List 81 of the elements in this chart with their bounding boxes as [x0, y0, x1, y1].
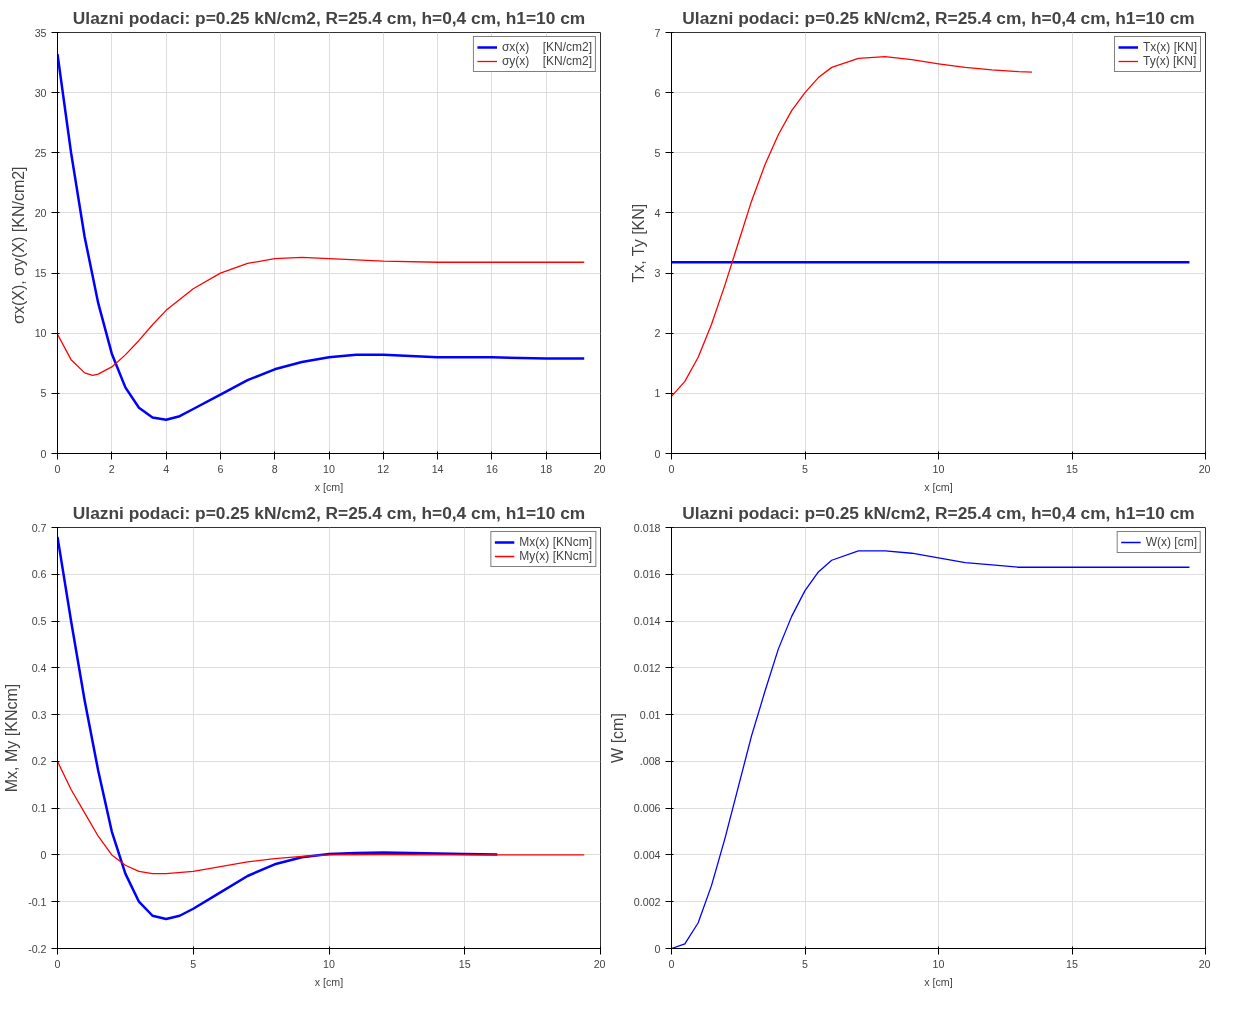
x-tick-label: 20 — [1198, 462, 1211, 475]
y-tick-label: 0.004 — [633, 848, 661, 861]
y-tick-label: 0.01 — [639, 708, 661, 721]
y-tick-label: 25 — [34, 146, 47, 159]
y-tick-label: 6 — [654, 86, 661, 99]
y-tick-label: 0 — [40, 447, 47, 460]
y-axis-title: W [cm] — [608, 713, 626, 763]
x-tick-label: 15 — [1066, 462, 1078, 475]
y-tick-label: 10 — [34, 327, 47, 340]
y-tick-label: 0.002 — [633, 895, 661, 908]
y-tick-label: 0 — [654, 447, 661, 460]
x-tick-label: 10 — [932, 462, 945, 475]
y-tick-label: 35 — [34, 26, 47, 39]
x-tick-label: 10 — [323, 957, 335, 970]
x-tick-label: 20 — [593, 957, 606, 970]
y-tick-label: 0.012 — [633, 661, 661, 674]
y-tick-label: 1 — [654, 387, 661, 400]
chart-title: Ulazni podaci: p=0.25 kN/cm2, R=25.4 cm, h=0,4 cm, h1=10 cm — [682, 502, 1195, 523]
chart-title: Ulazni podaci: p=0.25 kN/cm2, R=25.4 cm, h=0,4 cm, h1=10 cm — [72, 7, 586, 28]
y-tick-label: 0.006 — [633, 802, 661, 815]
y-tick-label: 0.4 — [31, 661, 47, 674]
legend-label: Mx(x) [KNcm] — [519, 535, 592, 549]
x-tick-label: 0 — [54, 957, 61, 970]
legend-label: Ty(x) [KN] — [1143, 54, 1197, 68]
y-tick-label: -0.1 — [28, 895, 47, 908]
x-axis-title: x [cm] — [924, 975, 953, 988]
y-tick-label: 3 — [654, 267, 661, 280]
x-tick-label: 5 — [802, 462, 809, 475]
y-tick-label: 0.2 — [31, 755, 47, 768]
legend-label: σy(x) [KN/cm2] — [501, 54, 592, 68]
y-axis-title: Tx, Ty [KN] — [629, 203, 647, 283]
y-tick-label: 0.5 — [31, 615, 47, 628]
x-tick-label: 0 — [668, 957, 675, 970]
x-tick-label: 5 — [190, 957, 197, 970]
x-tick-label: 10 — [323, 462, 335, 475]
legend-label: My(x) [KNcm] — [519, 549, 592, 563]
x-tick-label: 14 — [431, 462, 444, 475]
y-tick-label: 0.3 — [31, 708, 47, 721]
y-tick-label: .008 — [639, 755, 661, 768]
chart-title: Ulazni podaci: p=0.25 kN/cm2, R=25.4 cm, h=0,4 cm, h1=10 cm — [72, 502, 586, 523]
y-tick-label: 5 — [654, 146, 661, 159]
y-axis-title: Mx, My [KNcm] — [3, 683, 21, 793]
x-axis-title: x [cm] — [924, 480, 953, 493]
x-tick-label: 15 — [1066, 957, 1078, 970]
y-tick-label: 0.1 — [31, 802, 47, 815]
y-tick-label: 0 — [654, 942, 661, 955]
x-axis-title: x [cm] — [314, 975, 344, 988]
x-tick-label: 5 — [802, 957, 809, 970]
x-tick-label: 0 — [54, 462, 61, 475]
y-tick-label: 0 — [40, 848, 47, 861]
x-tick-label: 18 — [540, 462, 553, 475]
x-axis-title: x [cm] — [314, 480, 344, 493]
x-tick-label: 15 — [458, 957, 471, 970]
x-tick-label: 12 — [377, 462, 390, 475]
x-tick-label: 4 — [163, 462, 170, 475]
y-tick-label: 15 — [34, 267, 47, 280]
y-tick-label: 0.018 — [633, 521, 661, 534]
y-tick-label: 7 — [654, 26, 661, 39]
y-axis-title: σx(X), σy(X) [KN/cm2] — [9, 166, 27, 324]
y-tick-label: 4 — [654, 206, 661, 219]
x-tick-label: 0 — [668, 462, 675, 475]
chart-title: Ulazni podaci: p=0.25 kN/cm2, R=25.4 cm, h=0,4 cm, h1=10 cm — [682, 7, 1195, 28]
y-tick-label: 0.6 — [31, 568, 47, 581]
x-tick-label: 6 — [217, 462, 224, 475]
legend-label: σx(x) [KN/cm2] — [501, 40, 592, 54]
y-tick-label: 0.016 — [633, 568, 661, 581]
x-tick-label: 2 — [108, 462, 115, 475]
y-tick-label: 2 — [654, 327, 661, 340]
y-tick-label: 30 — [34, 86, 47, 99]
x-tick-label: 16 — [485, 462, 498, 475]
y-tick-label: 0.014 — [633, 615, 661, 628]
y-tick-label: 0.7 — [31, 521, 47, 534]
legend-label: Tx(x) [KN] — [1143, 40, 1197, 54]
y-tick-label: 20 — [34, 206, 47, 219]
x-tick-label: 8 — [271, 462, 278, 475]
y-tick-label: -0.2 — [28, 942, 47, 955]
y-tick-label: 5 — [40, 387, 47, 400]
legend-label: W(x) [cm] — [1145, 535, 1197, 549]
x-tick-label: 10 — [932, 957, 945, 970]
x-tick-label: 20 — [593, 462, 606, 475]
x-tick-label: 20 — [1198, 957, 1211, 970]
